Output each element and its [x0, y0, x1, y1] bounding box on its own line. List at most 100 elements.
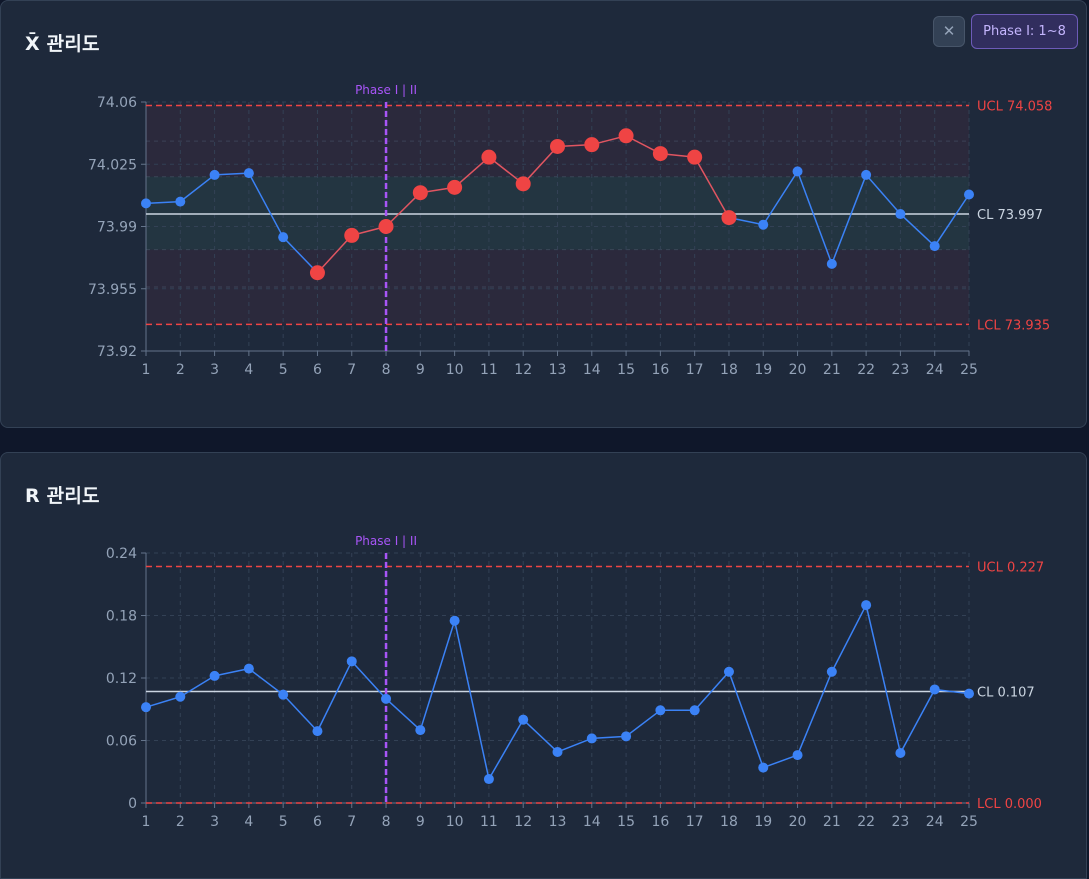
xbar-series-segment	[214, 172, 249, 176]
r-series-segment	[728, 671, 764, 768]
r-x-tick-label: 5	[279, 814, 288, 830]
xbar-series-segment	[694, 156, 730, 218]
xbar-data-point	[895, 209, 906, 220]
r-data-point	[758, 762, 769, 773]
r-x-tick-label: 19	[754, 814, 772, 830]
r-data-point	[929, 684, 940, 695]
r-series-segment	[179, 675, 215, 698]
r-series-segment	[899, 689, 936, 754]
r-data-point	[586, 733, 597, 744]
xbar-series-segment	[385, 192, 421, 228]
r-y-tick-label: 0.18	[106, 609, 137, 625]
r-series-segment	[831, 604, 867, 673]
xbar-data-point	[278, 232, 289, 243]
xbar-cl-label: CL 73.997	[977, 208, 1043, 223]
r-data-point	[175, 691, 186, 702]
xbar-x-tick-label: 17	[686, 362, 704, 378]
r-x-tick-label: 14	[583, 814, 601, 830]
r-series-segment	[419, 620, 456, 731]
r-data-point	[792, 750, 803, 761]
xbar-x-tick-label: 2	[176, 362, 185, 378]
r-cl-label: CL 0.107	[977, 686, 1035, 701]
r-phase-label: Phase I | II	[355, 534, 417, 548]
xbar-y-tick-label: 74.025	[88, 157, 137, 173]
r-data-point	[552, 746, 563, 757]
xbar-y-tick-label: 73.99	[97, 220, 137, 236]
r-x-tick-label: 13	[549, 814, 567, 830]
xbar-data-point	[447, 179, 463, 195]
xbar-data-point	[309, 265, 325, 281]
xbar-x-tick-label: 20	[789, 362, 807, 378]
r-series-segment	[248, 668, 284, 696]
r-data-point	[655, 705, 666, 716]
r-series-segment	[796, 671, 833, 756]
r-series-segment	[316, 661, 353, 732]
xbar-x-tick-label: 9	[416, 362, 425, 378]
r-ucl-label: UCL 0.227	[977, 561, 1044, 576]
xbar-data-point	[687, 149, 703, 165]
xbar-x-tick-label: 23	[892, 362, 910, 378]
phase-range-button[interactable]: Phase I: 1~8	[971, 14, 1078, 49]
xbar-data-point	[515, 176, 531, 192]
r-y-tick-label: 0.06	[106, 734, 137, 750]
r-series-segment	[694, 671, 730, 711]
xbar-x-tick-label: 12	[514, 362, 532, 378]
xbar-data-point	[964, 189, 974, 200]
xbar-series-segment	[865, 174, 901, 215]
xbar-data-point	[412, 185, 428, 201]
xbar-data-point	[792, 166, 803, 177]
r-series-segment	[865, 604, 902, 754]
r-y-tick-label: 0	[128, 796, 137, 812]
xbar-x-tick-label: 11	[480, 362, 498, 378]
r-series-segment	[351, 660, 387, 700]
r-data-point	[826, 666, 837, 677]
r-series-segment	[385, 698, 421, 731]
r-series-segment	[488, 719, 524, 780]
r-data-point	[861, 600, 872, 611]
xbar-x-tick-label: 18	[720, 362, 738, 378]
xbar-x-tick-label: 7	[347, 362, 356, 378]
r-data-point	[381, 693, 392, 704]
xbar-data-point	[618, 128, 634, 144]
xbar-x-tick-label: 3	[210, 362, 219, 378]
xbar-series-segment	[145, 200, 181, 205]
xbar-x-tick-label: 1	[142, 362, 151, 378]
r-data-point	[243, 663, 254, 674]
xbar-y-tick-label: 73.955	[88, 282, 137, 298]
close-button[interactable]: ✕	[933, 16, 965, 47]
xbar-x-tick-label: 16	[651, 362, 669, 378]
r-data-point	[209, 670, 220, 681]
r-data-point	[415, 725, 426, 736]
xbar-series-segment	[762, 170, 799, 226]
r-x-tick-label: 24	[926, 814, 944, 830]
r-data-point	[449, 615, 460, 626]
xbar-series-segment	[831, 174, 867, 265]
xbar-series-segment	[454, 156, 490, 188]
xbar-series-segment	[522, 145, 559, 185]
xbar-x-tick-label: 10	[446, 362, 464, 378]
xbar-y-tick-label: 74.06	[97, 95, 137, 111]
r-x-tick-label: 7	[347, 814, 356, 830]
xbar-data-point	[721, 210, 737, 226]
r-series-segment	[557, 737, 593, 753]
r-data-point	[689, 705, 700, 716]
r-x-tick-label: 16	[651, 814, 669, 830]
xbar-chart-panel: X̄ 관리도 ✕ Phase I: 1~8 74.06 74.025 73.99 73…	[0, 0, 1087, 428]
xbar-data-point	[344, 227, 360, 243]
xbar-phase-label: Phase I | II	[355, 83, 417, 97]
r-data-point	[483, 774, 494, 785]
xbar-series-segment	[934, 194, 970, 247]
r-series-segment	[625, 709, 661, 737]
r-x-tick-label: 3	[210, 814, 219, 830]
r-series-segment	[145, 696, 181, 708]
r-x-tick-label: 8	[382, 814, 391, 830]
r-series-segment	[453, 620, 490, 780]
r-x-tick-label: 22	[857, 814, 875, 830]
xbar-series-segment	[316, 234, 353, 274]
xbar-x-tick-label: 22	[857, 362, 875, 378]
r-series-segment	[762, 754, 798, 769]
r-series-segment	[282, 694, 319, 732]
r-data-point	[723, 666, 734, 677]
xbar-x-tick-label: 24	[926, 362, 944, 378]
